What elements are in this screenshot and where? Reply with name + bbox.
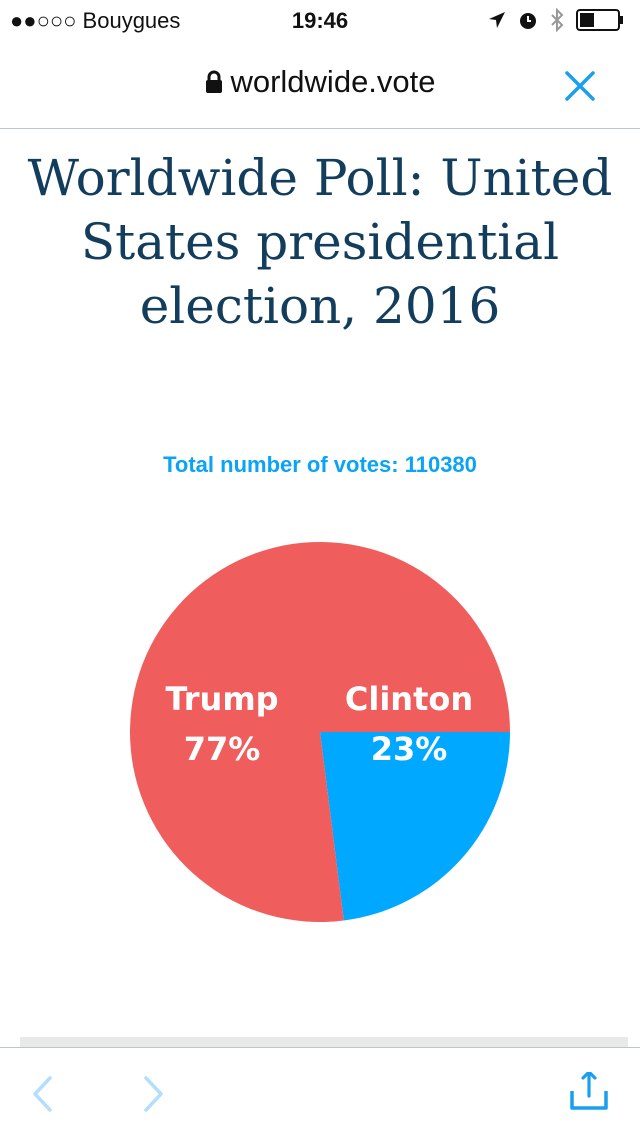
url-display[interactable]: worldwide.vote: [0, 64, 640, 100]
close-icon[interactable]: [564, 70, 596, 102]
location-icon: [489, 12, 505, 28]
back-icon[interactable]: [30, 1075, 54, 1113]
url-text: worldwide.vote: [230, 64, 436, 99]
address-bar[interactable]: worldwide.vote: [0, 40, 640, 129]
clock: 19:46: [291, 8, 349, 33]
label-trump-pct: 77%: [184, 730, 261, 768]
pie-slice-clinton: [320, 732, 510, 921]
pie-slice-trump: [129, 542, 510, 922]
page-title: Worldwide Poll: United States presidenti…: [27, 149, 613, 335]
label-clinton-name: Clinton: [345, 680, 473, 718]
content-footer-bar: [20, 1037, 628, 1047]
battery-icon: [576, 9, 623, 31]
carrier: ●●○○○ Bouygues: [10, 8, 181, 33]
browser-toolbar: [0, 1047, 640, 1137]
status-bar: ●●○○○ Bouygues 19:46: [0, 0, 640, 40]
alarm-icon: [520, 13, 536, 29]
total-votes: Total number of votes: 110380: [163, 452, 477, 477]
share-icon[interactable]: [568, 1072, 610, 1114]
forward-icon[interactable]: [142, 1075, 166, 1113]
label-clinton-pct: 23%: [371, 730, 448, 768]
lock-icon: [206, 70, 223, 93]
label-trump-name: Trump: [165, 680, 278, 718]
pie-chart: Trump 77% Clinton 23%: [129, 542, 510, 922]
bluetooth-icon: [551, 8, 564, 32]
